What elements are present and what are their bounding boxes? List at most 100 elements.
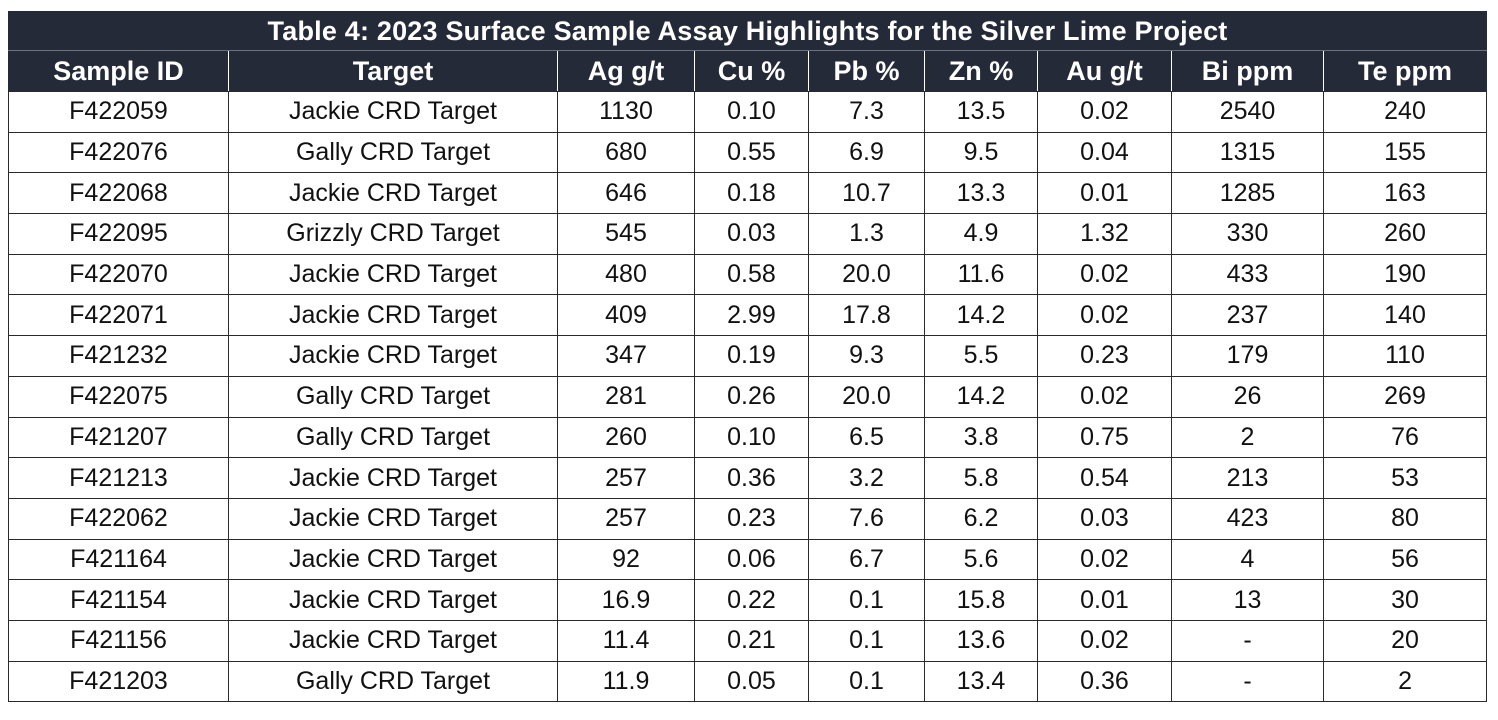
cell-au: 0.02 bbox=[1037, 91, 1172, 133]
table-row: F421213 Jackie CRD Target 257 0.36 3.2 5.8 0.5… bbox=[8, 457, 1488, 499]
cell-ag: 680 bbox=[557, 131, 695, 174]
cell-bi: 1315 bbox=[1171, 131, 1324, 174]
cell-sample-id: F422070 bbox=[8, 253, 229, 296]
table-row: F421203 Gally CRD Target 11.9 0.05 0.1 13.4 0.… bbox=[8, 660, 1488, 703]
cell-cu: 0.55 bbox=[694, 131, 809, 174]
cell-pb: 3.2 bbox=[808, 457, 925, 499]
cell-te: 2 bbox=[1322, 660, 1488, 703]
cell-ag: 281 bbox=[557, 375, 695, 418]
cell-target: Gally CRD Target bbox=[228, 375, 558, 418]
cell-target: Jackie CRD Target bbox=[228, 619, 558, 662]
cell-ag: 480 bbox=[557, 253, 695, 296]
cell-te: 110 bbox=[1322, 335, 1488, 377]
cell-target: Jackie CRD Target bbox=[228, 253, 558, 296]
cell-te: 53 bbox=[1322, 457, 1488, 499]
cell-au: 0.02 bbox=[1037, 375, 1172, 418]
cell-bi: 423 bbox=[1171, 497, 1324, 540]
cell-au: 0.54 bbox=[1037, 457, 1172, 499]
cell-pb: 7.6 bbox=[808, 497, 925, 540]
cell-pb: 10.7 bbox=[808, 172, 925, 215]
cell-au: 0.02 bbox=[1037, 619, 1172, 662]
cell-sample-id: F422075 bbox=[8, 375, 229, 418]
cell-cu: 0.03 bbox=[694, 213, 809, 255]
cell-cu: 0.58 bbox=[694, 253, 809, 296]
cell-sample-id: F422068 bbox=[8, 172, 229, 215]
cell-target: Jackie CRD Target bbox=[228, 579, 558, 621]
cell-zn: 11.6 bbox=[924, 253, 1038, 296]
cell-bi: - bbox=[1171, 619, 1324, 662]
cell-cu: 0.19 bbox=[694, 335, 809, 377]
table-body: F422059 Jackie CRD Target 1130 0.10 7.3 13.5 0… bbox=[8, 91, 1488, 703]
cell-target: Grizzly CRD Target bbox=[228, 213, 558, 255]
cell-zn: 5.5 bbox=[924, 335, 1038, 377]
cell-target: Jackie CRD Target bbox=[228, 497, 558, 540]
cell-sample-id: F422059 bbox=[8, 91, 229, 133]
cell-te: 140 bbox=[1322, 294, 1488, 337]
cell-te: 30 bbox=[1322, 579, 1488, 621]
cell-ag: 257 bbox=[557, 497, 695, 540]
cell-cu: 0.23 bbox=[694, 497, 809, 540]
cell-bi: 4 bbox=[1171, 538, 1324, 581]
table-row: F421154 Jackie CRD Target 16.9 0.22 0.1 15.8 0… bbox=[8, 579, 1488, 621]
cell-te: 80 bbox=[1322, 497, 1488, 540]
table-title-row: Table 4: 2023 Surface Sample Assay Highl… bbox=[7, 11, 1488, 51]
cell-zn: 3.8 bbox=[924, 416, 1038, 459]
column-header-ag: Ag g/t bbox=[557, 50, 695, 92]
cell-cu: 0.21 bbox=[694, 619, 809, 662]
cell-pb: 6.9 bbox=[808, 131, 925, 174]
cell-cu: 0.06 bbox=[694, 538, 809, 581]
cell-sample-id: F421203 bbox=[8, 660, 229, 703]
cell-pb: 0.1 bbox=[808, 579, 925, 621]
cell-bi: 237 bbox=[1171, 294, 1324, 337]
cell-target: Jackie CRD Target bbox=[228, 294, 558, 337]
cell-au: 0.01 bbox=[1037, 579, 1172, 621]
cell-sample-id: F421207 bbox=[8, 416, 229, 459]
cell-zn: 6.2 bbox=[924, 497, 1038, 540]
cell-cu: 0.05 bbox=[694, 660, 809, 703]
table-row: F421207 Gally CRD Target 260 0.10 6.5 3.8 0.75… bbox=[8, 416, 1488, 459]
cell-pb: 20.0 bbox=[808, 253, 925, 296]
table-row: F422068 Jackie CRD Target 646 0.18 10.7 13.3 0… bbox=[8, 172, 1488, 215]
cell-au: 0.04 bbox=[1037, 131, 1172, 174]
cell-au: 0.02 bbox=[1037, 253, 1172, 296]
cell-cu: 0.36 bbox=[694, 457, 809, 499]
cell-bi: 2540 bbox=[1171, 91, 1324, 133]
cell-ag: 646 bbox=[557, 172, 695, 215]
cell-cu: 0.18 bbox=[694, 172, 809, 215]
cell-sample-id: F422095 bbox=[8, 213, 229, 255]
cell-au: 0.23 bbox=[1037, 335, 1172, 377]
assay-table: Table 4: 2023 Surface Sample Assay Highl… bbox=[7, 11, 1488, 703]
cell-sample-id: F421156 bbox=[8, 619, 229, 662]
table-row: F422095 Grizzly CRD Target 545 0.03 1.3 4.9 1.… bbox=[8, 213, 1488, 255]
column-header-zn: Zn % bbox=[924, 50, 1038, 92]
cell-pb: 0.1 bbox=[808, 660, 925, 703]
cell-pb: 0.1 bbox=[808, 619, 925, 662]
cell-au: 0.75 bbox=[1037, 416, 1172, 459]
cell-te: 56 bbox=[1322, 538, 1488, 581]
cell-te: 20 bbox=[1322, 619, 1488, 662]
cell-sample-id: F421213 bbox=[8, 457, 229, 499]
table-row: F422059 Jackie CRD Target 1130 0.10 7.3 13.5 0… bbox=[8, 91, 1488, 133]
cell-bi: 179 bbox=[1171, 335, 1324, 377]
column-header-target: Target bbox=[228, 50, 558, 92]
table-row: F421232 Jackie CRD Target 347 0.19 9.3 5.5 0.2… bbox=[8, 335, 1488, 377]
cell-zn: 13.6 bbox=[924, 619, 1038, 662]
cell-ag: 1130 bbox=[557, 91, 695, 133]
cell-ag: 92 bbox=[557, 538, 695, 581]
cell-pb: 1.3 bbox=[808, 213, 925, 255]
column-header-au: Au g/t bbox=[1037, 50, 1172, 92]
cell-ag: 347 bbox=[557, 335, 695, 377]
cell-pb: 6.7 bbox=[808, 538, 925, 581]
cell-zn: 15.8 bbox=[924, 579, 1038, 621]
cell-cu: 0.10 bbox=[694, 416, 809, 459]
cell-au: 0.03 bbox=[1037, 497, 1172, 540]
assay-table-container: Table 4: 2023 Surface Sample Assay Highl… bbox=[7, 11, 1488, 703]
cell-te: 260 bbox=[1322, 213, 1488, 255]
cell-zn: 13.4 bbox=[924, 660, 1038, 703]
cell-sample-id: F421154 bbox=[8, 579, 229, 621]
cell-au: 1.32 bbox=[1037, 213, 1172, 255]
cell-target: Jackie CRD Target bbox=[228, 91, 558, 133]
cell-target: Jackie CRD Target bbox=[228, 457, 558, 499]
cell-zn: 13.5 bbox=[924, 91, 1038, 133]
cell-au: 0.02 bbox=[1037, 538, 1172, 581]
